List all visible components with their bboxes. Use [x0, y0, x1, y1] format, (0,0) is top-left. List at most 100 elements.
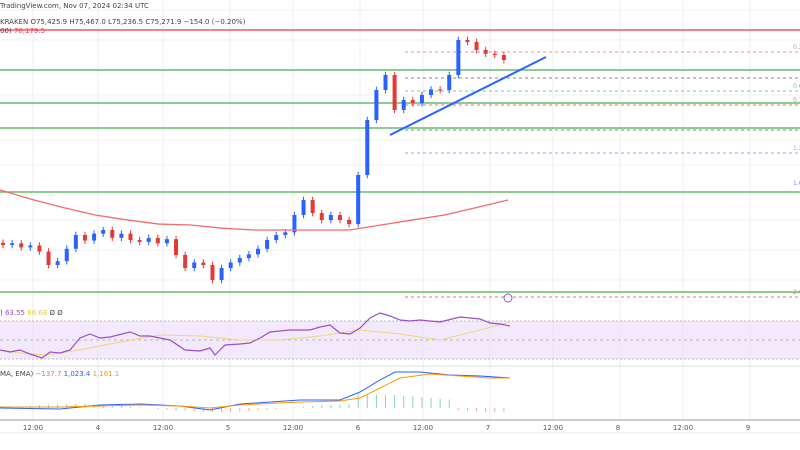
candle	[146, 237, 151, 242]
candles	[1, 36, 506, 284]
symbol: KRAKEN	[0, 18, 29, 26]
ohlc-values: O75,425.9 H75,467.0 L75,236.5 C75,271.9 …	[30, 18, 246, 26]
candle	[119, 233, 124, 238]
time-axis-label: 9	[746, 424, 750, 432]
candle	[474, 42, 479, 50]
candle	[365, 120, 370, 175]
candle	[410, 100, 415, 104]
candle	[82, 235, 87, 241]
candle	[383, 75, 388, 90]
rsi-line	[0, 312, 511, 359]
candle	[219, 268, 224, 280]
candle	[128, 233, 133, 240]
candle	[337, 215, 342, 220]
macd-label: MA, EMA)	[0, 370, 34, 378]
fib-level-label: 2.6	[793, 289, 800, 296]
time-axis-label: 4	[96, 424, 101, 432]
time-axis-label: 8	[616, 424, 620, 432]
candle	[237, 257, 242, 263]
candle	[265, 240, 270, 249]
candle	[64, 248, 69, 262]
candle	[465, 40, 470, 43]
candle	[438, 89, 443, 91]
ma-label: 00)	[0, 27, 12, 35]
grid	[0, 0, 800, 420]
macd-signal-line	[0, 373, 510, 409]
time-axis-label: 6	[356, 424, 361, 432]
candle	[183, 255, 188, 268]
candle	[292, 215, 297, 233]
event-marker-icon[interactable]	[503, 293, 513, 303]
candle	[192, 262, 197, 268]
rsi-label: )	[0, 309, 3, 317]
candle	[392, 75, 397, 110]
candle	[328, 215, 333, 220]
time-axis-label: 7	[486, 424, 490, 432]
candle	[228, 262, 233, 269]
ohlc-legend: KRAKEN O75,425.9 H75,467.0 L75,236.5 C75…	[0, 18, 245, 26]
time-axis-label: 12:00	[543, 424, 563, 432]
candle	[201, 262, 206, 265]
candle	[137, 240, 142, 242]
trend-line	[389, 56, 547, 136]
candle	[164, 239, 169, 244]
time-axis-label: 5	[226, 424, 230, 432]
time-axis-label: 12:00	[673, 424, 693, 432]
rsi-ma-value: 66.68	[27, 309, 48, 317]
macd-histogram	[11, 394, 505, 412]
candle	[19, 243, 24, 248]
candle	[301, 200, 306, 215]
candle	[374, 90, 379, 120]
candle	[429, 89, 434, 95]
rsi-ma-line	[0, 321, 511, 356]
candle	[73, 235, 78, 249]
candle	[347, 220, 352, 225]
moving-average-line	[0, 189, 509, 231]
candle	[28, 245, 33, 248]
time-axis-label: 12:00	[23, 424, 43, 432]
candle	[501, 55, 506, 61]
macd-legend: MA, EMA) −137.7 1,023.4 1,161.1	[0, 370, 119, 378]
candle	[447, 75, 452, 90]
candle	[419, 95, 424, 104]
time-axis-label: 12:00	[283, 424, 303, 432]
candle	[110, 230, 115, 238]
ma-value: 70,179.5	[13, 27, 46, 35]
candle	[274, 235, 279, 240]
source-label: TradingView.com, Nov 07, 2024 02:34 UTC	[0, 2, 149, 10]
fib-level-label: 1.2	[793, 145, 800, 152]
macd-value: 1,023.4	[63, 370, 91, 378]
time-axis-label: 12:00	[153, 424, 173, 432]
candle	[401, 100, 406, 110]
candle	[310, 200, 315, 214]
rsi-band	[0, 321, 800, 359]
macd-signal: 1,161.1	[92, 370, 120, 378]
candle	[101, 230, 106, 234]
candle	[483, 50, 488, 54]
candle	[37, 245, 42, 252]
candle	[155, 237, 160, 244]
candle	[319, 213, 324, 220]
candle	[10, 243, 15, 245]
fib-level-label: 0.2	[793, 44, 800, 51]
candle	[492, 53, 497, 55]
time-axis-label: 12:00	[413, 424, 433, 432]
candle	[283, 232, 288, 236]
fib-level-label: 0.7	[793, 97, 800, 104]
rsi-extra: Ø Ø	[49, 309, 63, 317]
fib-level-label: 0.6	[793, 83, 800, 90]
candle	[256, 248, 260, 255]
candle	[92, 233, 97, 241]
candle	[55, 261, 60, 265]
candle	[356, 175, 361, 225]
candle	[174, 239, 179, 255]
candle	[246, 254, 251, 258]
candle	[1, 242, 5, 245]
candle	[456, 40, 461, 75]
fib-level-label: 1.6	[793, 180, 800, 187]
ma-legend: 00) 70,179.5	[0, 27, 45, 35]
rsi-legend: ) 63.55 66.68 Ø Ø	[0, 309, 63, 317]
candle	[46, 251, 51, 265]
macd-hist: −137.7	[35, 370, 62, 378]
